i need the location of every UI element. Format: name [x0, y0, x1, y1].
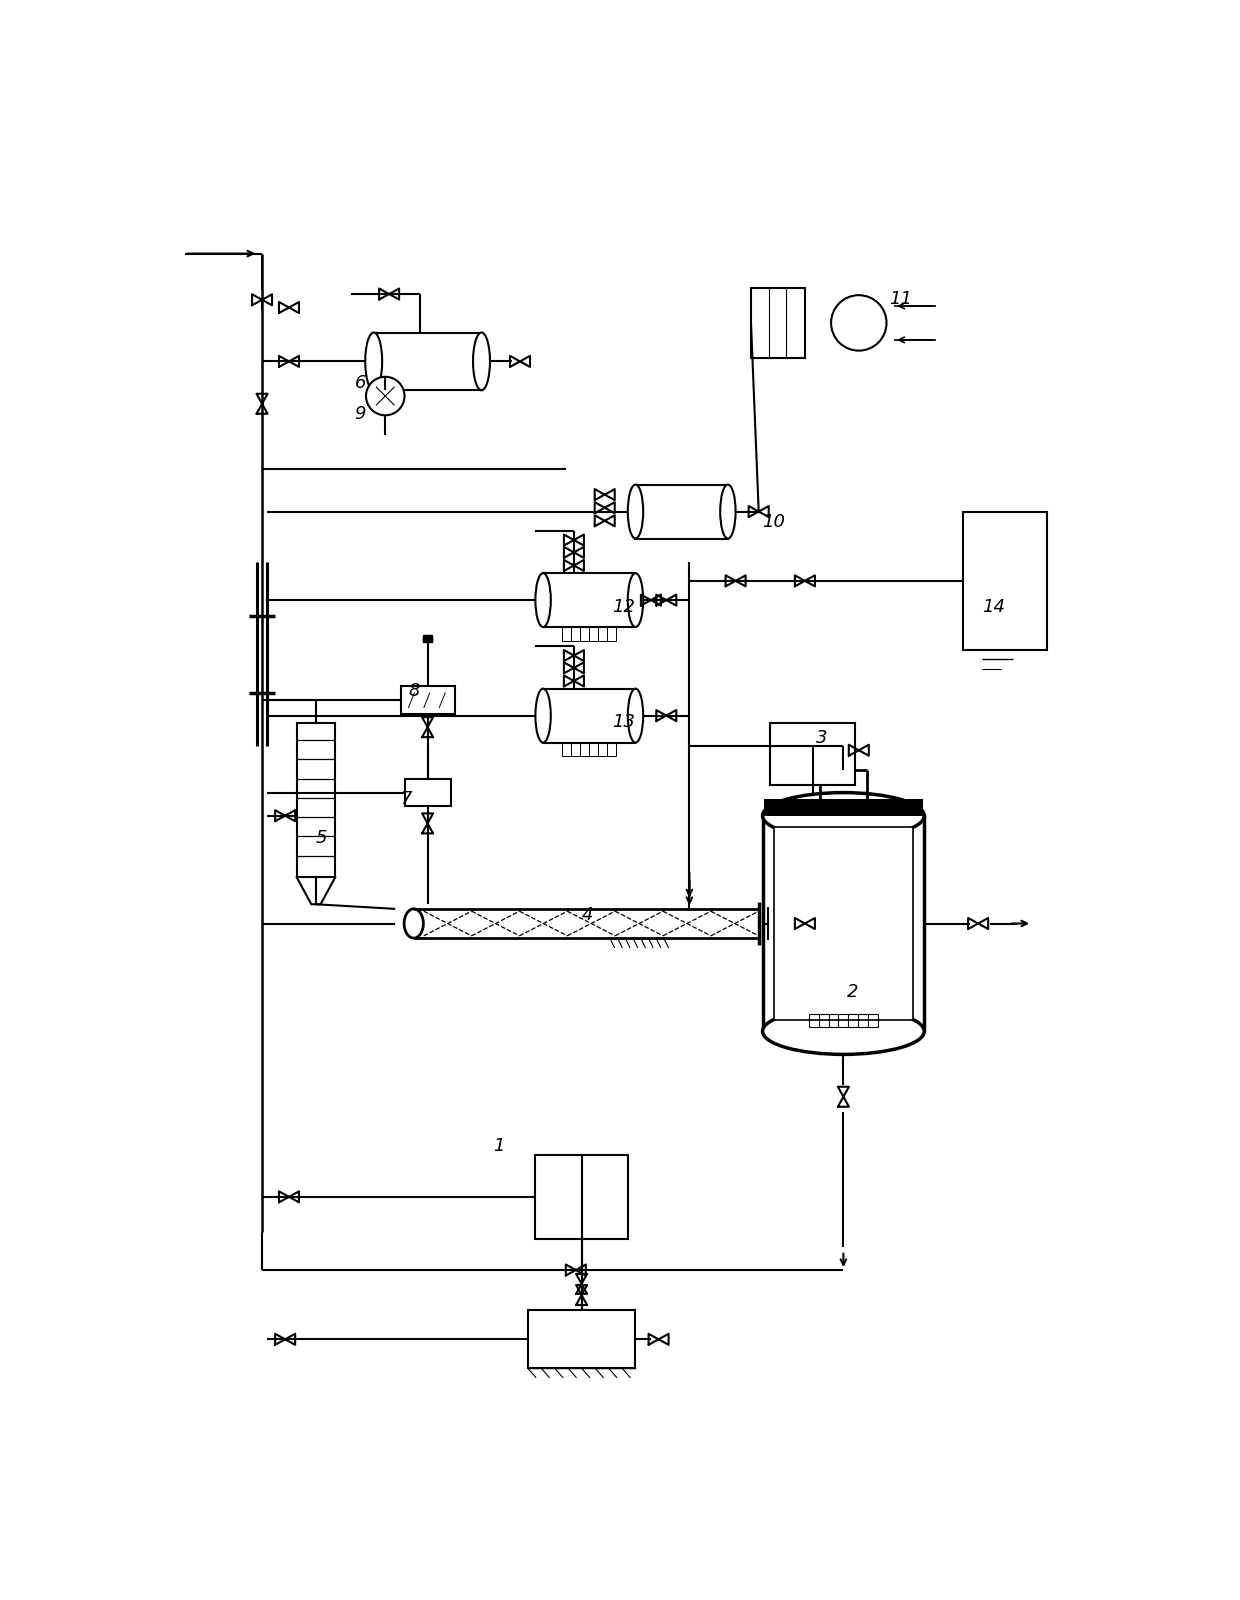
Text: 13: 13: [613, 714, 635, 731]
Text: 8: 8: [408, 682, 420, 701]
Ellipse shape: [831, 294, 887, 350]
Bar: [543, 573, 635, 627]
Text: 7: 7: [401, 790, 412, 808]
Bar: [404, 779, 450, 806]
Text: 1: 1: [494, 1136, 505, 1155]
Text: 14: 14: [982, 598, 1004, 616]
Polygon shape: [423, 635, 433, 643]
Text: 4: 4: [582, 906, 593, 923]
Text: 11: 11: [889, 290, 913, 307]
Bar: [774, 827, 913, 1019]
Ellipse shape: [536, 688, 551, 742]
Text: 6: 6: [355, 374, 366, 392]
Ellipse shape: [720, 485, 735, 539]
Bar: [543, 688, 635, 742]
Bar: [296, 723, 335, 877]
Bar: [373, 333, 481, 390]
Ellipse shape: [627, 688, 644, 742]
Text: 5: 5: [316, 829, 327, 846]
Bar: [962, 512, 1048, 650]
Bar: [770, 723, 854, 786]
Text: 12: 12: [613, 598, 635, 616]
Bar: [401, 686, 455, 714]
Bar: [536, 1155, 627, 1238]
Text: 10: 10: [763, 514, 786, 531]
Text: 9: 9: [355, 405, 366, 422]
Ellipse shape: [627, 485, 644, 539]
Ellipse shape: [366, 376, 404, 416]
Ellipse shape: [763, 792, 924, 838]
Bar: [751, 288, 805, 357]
Text: 2: 2: [847, 982, 859, 1000]
Ellipse shape: [763, 1008, 924, 1054]
Bar: [528, 1310, 635, 1368]
Polygon shape: [764, 798, 923, 816]
Bar: [763, 816, 924, 1032]
Text: 3: 3: [816, 728, 828, 747]
Bar: [635, 485, 728, 539]
Ellipse shape: [366, 333, 382, 390]
Ellipse shape: [472, 333, 490, 390]
Ellipse shape: [536, 573, 551, 627]
Ellipse shape: [627, 573, 644, 627]
Ellipse shape: [404, 909, 423, 938]
